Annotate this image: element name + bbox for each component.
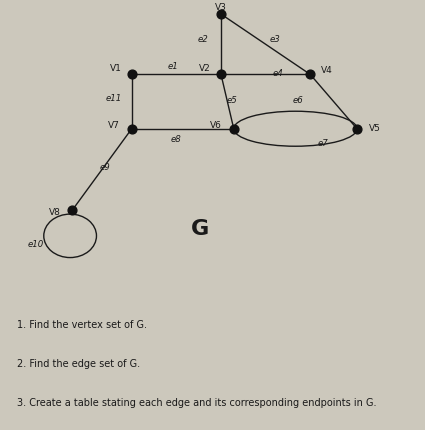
Text: V8: V8 (49, 207, 61, 216)
Text: e9: e9 (100, 163, 111, 172)
Text: e6: e6 (292, 95, 303, 104)
Point (307, 72, 314, 79)
Point (218, 12, 224, 18)
Text: V7: V7 (108, 121, 120, 130)
Text: 1. Find the vertex set of G.: 1. Find the vertex set of G. (17, 319, 147, 329)
Point (218, 72, 224, 79)
Text: e5: e5 (226, 95, 237, 104)
Text: V3: V3 (215, 3, 227, 12)
Point (354, 126, 360, 133)
Text: e3: e3 (269, 35, 280, 43)
Text: G: G (191, 219, 209, 239)
Text: e1: e1 (168, 62, 179, 71)
Text: V6: V6 (210, 121, 222, 130)
Text: V2: V2 (199, 64, 211, 73)
Point (230, 126, 237, 133)
Text: e10: e10 (28, 240, 44, 249)
Text: 3. Create a table stating each edge and its corresponding endpoints in G.: 3. Create a table stating each edge and … (17, 396, 377, 407)
Text: e7: e7 (317, 138, 329, 147)
Text: e11: e11 (106, 94, 122, 103)
Text: V4: V4 (320, 66, 332, 75)
Text: V1: V1 (110, 64, 122, 73)
Text: e4: e4 (273, 68, 284, 77)
Point (69, 207, 76, 214)
Text: V5: V5 (369, 123, 381, 132)
Text: e8: e8 (171, 135, 182, 144)
Text: 2. Find the edge set of G.: 2. Find the edge set of G. (17, 358, 140, 368)
Point (128, 126, 135, 133)
Point (128, 72, 135, 79)
Text: e2: e2 (198, 35, 209, 44)
